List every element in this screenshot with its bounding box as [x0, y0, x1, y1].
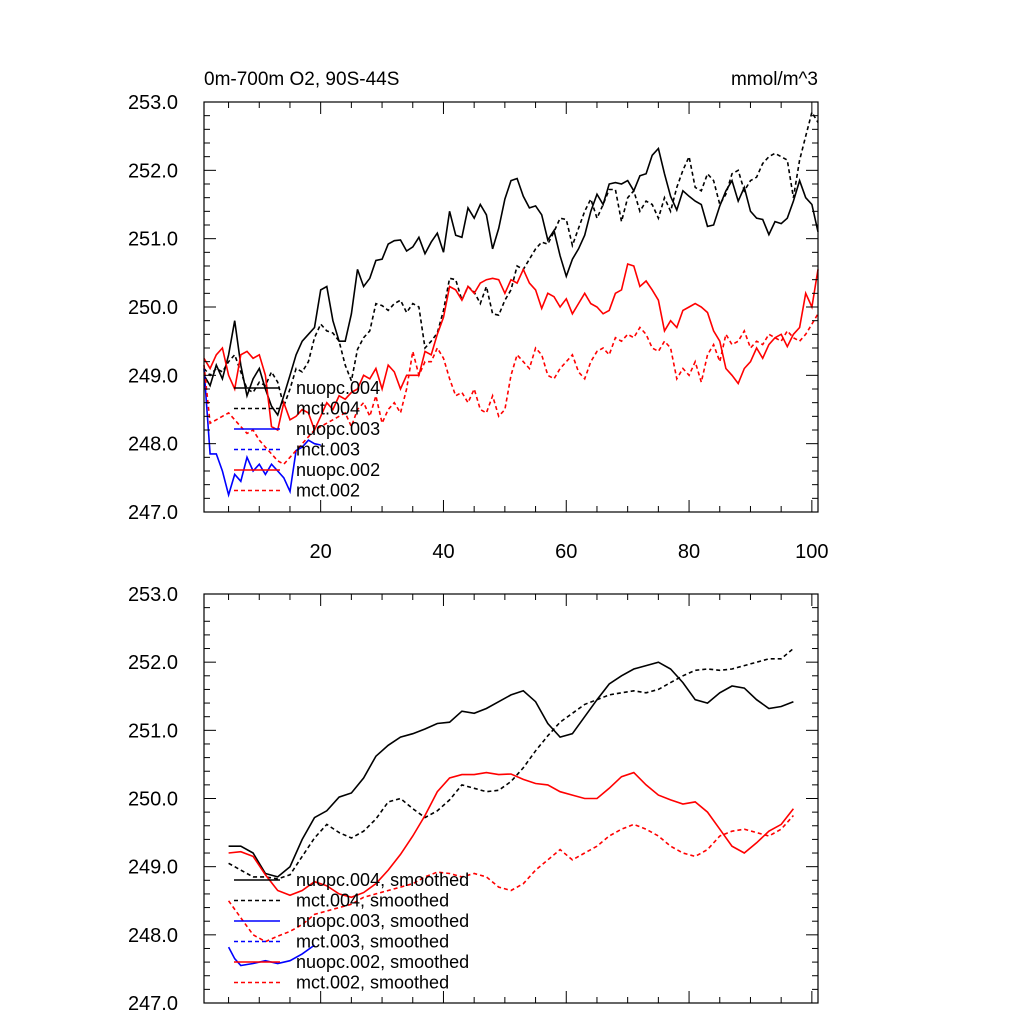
y-tick-label: 253.0 — [128, 584, 178, 606]
series-line-nuopc-004 — [203, 146, 819, 417]
bottom-panel: 247.0 248.0 249.0 250.0 251.0 252.0 253.0 nuopc… — [128, 584, 819, 1015]
legend-label: nuopc.003, smoothed — [296, 911, 469, 931]
y-tick-label: 252.0 — [128, 160, 178, 182]
series-line-mct-004-smoothed — [228, 647, 794, 880]
series-line-nuopc-004-smoothed — [228, 661, 794, 878]
series-line-mct-002-smoothed — [227, 814, 794, 943]
units-label: mmol/m^3 — [731, 69, 818, 90]
y-tick-label: 247.0 — [128, 993, 178, 1015]
y-tick-label: 248.0 — [128, 434, 178, 456]
legend-label: mct.004, smoothed — [296, 891, 449, 911]
x-tick-label: 60 — [555, 541, 577, 563]
x-tick-label: 20 — [310, 541, 332, 563]
series-line-mct-004 — [203, 110, 819, 409]
chart-title: 0m-700m O2, 90S-44S — [204, 69, 399, 90]
legend-label: nuopc.002 — [296, 460, 380, 480]
y-tick-label: 250.0 — [128, 297, 178, 319]
y-tick-label: 248.0 — [128, 925, 178, 947]
legend-label: mct.003, smoothed — [296, 932, 449, 952]
x-tick-label: 80 — [678, 541, 700, 563]
legend-label: mct.002, smoothed — [296, 973, 449, 993]
legend-label: nuopc.004, smoothed — [296, 870, 469, 890]
x-tick-label: 100 — [795, 541, 828, 563]
y-tick-label: 249.0 — [128, 857, 178, 879]
series-line-nuopc-003-smoothed — [227, 944, 315, 967]
series-line-nuopc-002 — [203, 262, 819, 433]
legend-label: mct.004 — [296, 399, 360, 419]
legend-label: mct.002 — [296, 481, 360, 501]
series-line-nuopc-002-smoothed — [228, 771, 795, 899]
x-tick-label: 40 — [432, 541, 454, 563]
legend-label: nuopc.003 — [296, 419, 380, 439]
y-tick-label: 253.0 — [128, 92, 178, 114]
y-tick-label: 251.0 — [128, 720, 178, 742]
y-tick-label: 249.0 — [128, 365, 178, 387]
series-line-mct-002 — [203, 313, 819, 466]
y-tick-label: 252.0 — [128, 652, 178, 674]
top-panel: 247.0 248.0 249.0 250.0 251.0 252.0 253.0 20 40 6… — [128, 92, 829, 563]
y-tick-label: 251.0 — [128, 229, 178, 251]
legend-label: nuopc.002, smoothed — [296, 952, 469, 972]
legend-label: mct.003 — [296, 440, 360, 460]
legend-label: nuopc.004 — [296, 378, 380, 398]
y-tick-label: 250.0 — [128, 789, 178, 811]
y-tick-label: 247.0 — [128, 502, 178, 524]
